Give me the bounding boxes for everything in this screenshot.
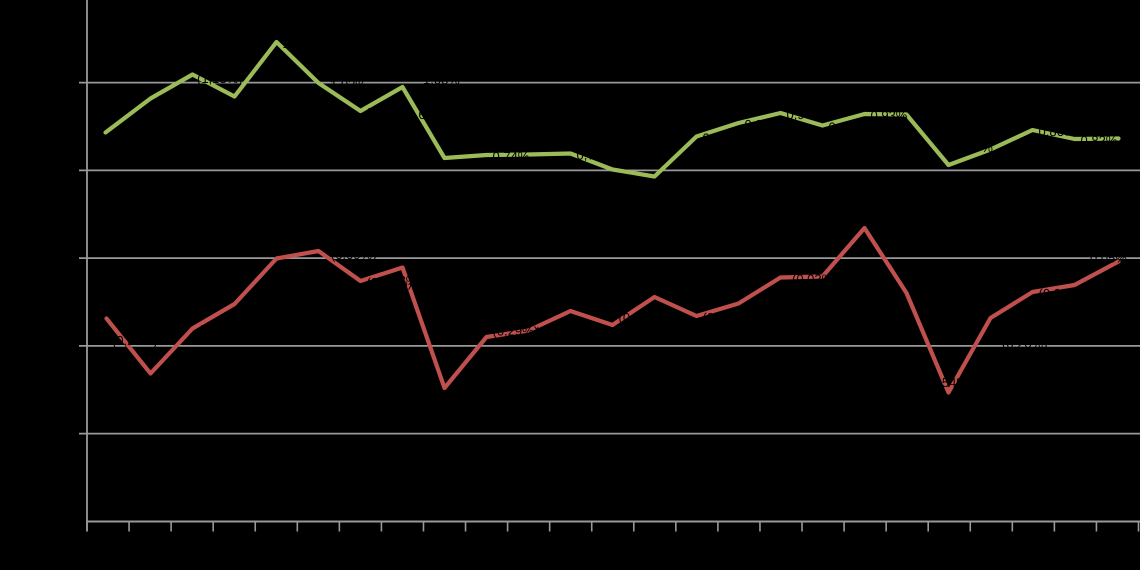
svg-text:(0,14%): (0,14%) <box>241 298 287 313</box>
svg-text:0,89%: 0,89% <box>745 117 782 132</box>
svg-text:0,70%: 0,70% <box>955 173 992 188</box>
svg-text:0,82%: 0,82% <box>1127 132 1140 147</box>
svg-text:(0,09%): (0,09%) <box>913 287 959 302</box>
svg-text:(0,26%): (0,26%) <box>535 325 581 340</box>
svg-text:(0,45%): (0,45%) <box>157 373 203 388</box>
svg-text:(0,21%): (0,21%) <box>112 333 158 348</box>
svg-text:(0,54%): (0,54%) <box>927 375 973 390</box>
svg-text:0,66%: 0,66% <box>618 180 655 195</box>
svg-text:0,77%: 0,77% <box>956 140 993 155</box>
svg-text:(0,25%): (0,25%) <box>199 323 245 338</box>
svg-text:0,20%: 0,20% <box>871 222 908 237</box>
svg-text:0,6%: 0,6% <box>408 107 438 122</box>
svg-text:(0,19%): (0,19%) <box>703 310 749 325</box>
svg-text:0,05%: 0,05% <box>1090 251 1127 266</box>
svg-text:(0,05%): (0,05%) <box>1080 293 1126 308</box>
svg-text:0,93%: 0,93% <box>913 109 950 124</box>
svg-text:0,94%: 0,94% <box>787 107 824 122</box>
svg-text:(0,29%): (0,29%) <box>493 324 539 339</box>
svg-text:0,82%: 0,82% <box>703 131 740 146</box>
svg-text:(1,13%): (1,13%) <box>197 71 243 86</box>
svg-text:(0,08%): (0,08%) <box>1039 286 1085 301</box>
svg-text:(0,17%): (0,17%) <box>576 329 622 344</box>
svg-text:(0,20%): (0,20%) <box>1002 336 1048 351</box>
svg-text:0,74%: 0,74% <box>577 148 614 163</box>
svg-text:1,02%: 1,02% <box>330 77 367 92</box>
svg-text:0,98%: 0,98% <box>241 91 278 106</box>
svg-text:1,02%: 1,02% <box>157 93 194 108</box>
svg-text:(0,23%): (0,23%) <box>619 310 665 325</box>
svg-text:0,82%: 0,82% <box>1081 133 1118 148</box>
svg-text:1,35%: 1,35% <box>283 36 320 51</box>
svg-text:0,88%: 0,88% <box>829 120 866 135</box>
svg-text:(0,09%): (0,09%) <box>331 247 377 262</box>
svg-text:0,74%: 0,74% <box>493 149 530 164</box>
svg-text:0,86%: 0,86% <box>1039 124 1076 139</box>
svg-text:0,87%: 0,87% <box>367 105 404 120</box>
svg-text:(0,14%): (0,14%) <box>745 298 791 313</box>
svg-text:(0,04%): (0,04%) <box>367 275 413 290</box>
svg-text:(0,11%): (0,11%) <box>640 318 685 333</box>
svg-text:0,06%: 0,06% <box>283 232 320 247</box>
svg-text:(0,02%): (0,02%) <box>829 271 875 286</box>
svg-text:1,08%: 1,08% <box>423 72 460 87</box>
svg-text:0,8%: 0,8% <box>388 273 418 288</box>
svg-text:0,95%: 0,95% <box>112 140 149 155</box>
svg-text:(0,02%): (0,02%) <box>792 272 838 287</box>
svg-text:0,73%: 0,73% <box>535 156 572 171</box>
svg-text:(0,52%): (0,52%) <box>451 382 497 397</box>
svg-text:0,63%: 0,63% <box>660 182 697 197</box>
svg-text:0,93%: 0,93% <box>871 108 908 123</box>
